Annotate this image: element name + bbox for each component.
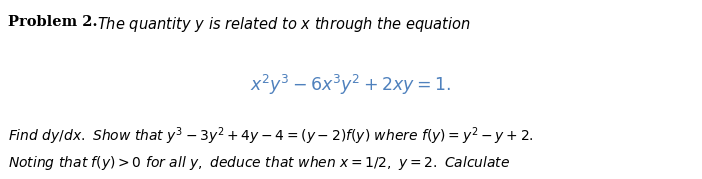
- Text: Problem 2.: Problem 2.: [8, 15, 98, 29]
- Text: $x^2y^3 - 6x^3y^2 + 2xy = 1.$: $x^2y^3 - 6x^3y^2 + 2xy = 1.$: [251, 72, 451, 97]
- Text: $\mathit{The\ quantity\ }$$\mathit{y}$$\mathit{\ is\ related\ to\ }$$\mathit{x}$: $\mathit{The\ quantity\ }$$\mathit{y}$$\…: [97, 15, 471, 34]
- Text: $\mathit{Noting\ that\ f(y)>0\ for\ all\ y,\ deduce\ that\ when\ x=1/2,\ y=2.\ C: $\mathit{Noting\ that\ f(y)>0\ for\ all\…: [8, 154, 510, 172]
- Text: $\mathit{Find\ dy/dx.\ Show\ that\ y^3-3y^2+4y-4 = (y-2)f(y)\ where\ f(y) = y^2-: $\mathit{Find\ dy/dx.\ Show\ that\ y^3-3…: [8, 125, 534, 147]
